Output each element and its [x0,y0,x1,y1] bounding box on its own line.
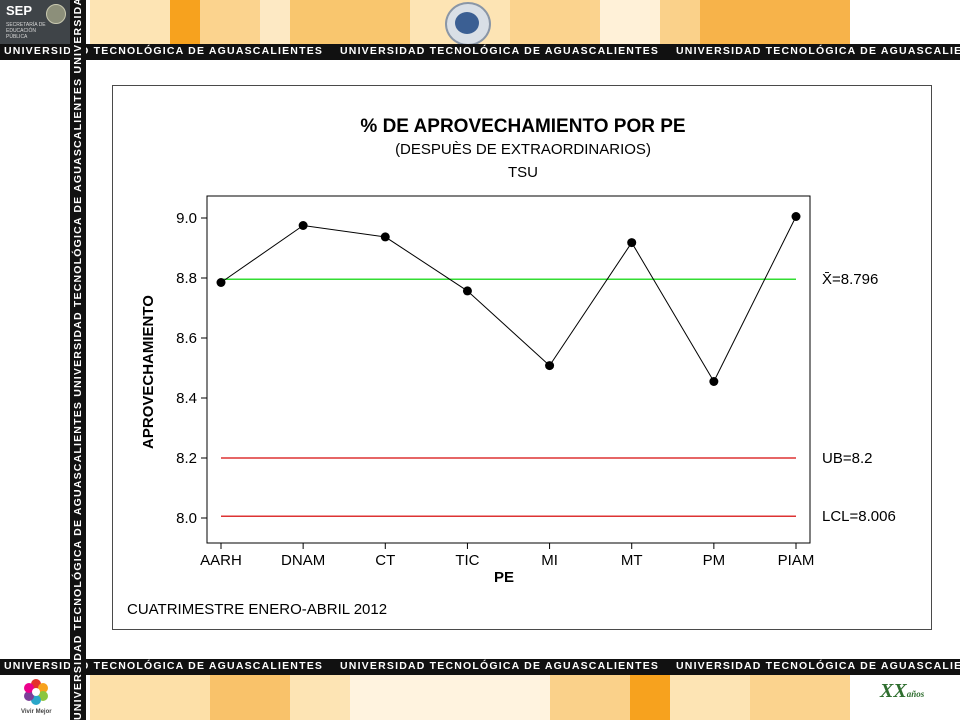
x-tick-label: TIC [455,552,479,569]
data-point [380,232,390,242]
x-axis: AARH DNAM CT TIC MI MT PM PIAM [200,543,814,569]
anniversary-suffix: años [906,689,925,699]
chart-panel: % DE APROVECHAMIENTO POR PE (DESPUÈS DE … [112,85,932,630]
chart-subtitle-tsu: TSU [508,164,538,181]
anniversary-label: XX [880,680,907,702]
series-aprovechamiento [216,212,801,386]
x-tick-label: PIAM [778,552,815,569]
series-line [220,216,797,383]
data-point [545,361,555,371]
x-tick-label: MI [541,552,558,569]
band-tile [210,675,290,720]
y-tick-label: 9.0 [176,210,197,227]
vivir-mejor-logo: Vivir Mejor [0,676,70,720]
vivir-mejor-label: Vivir Mejor [21,709,52,715]
strip-text: UNIVERSIDAD TECNOLÓGICA DE AGUASCALIENTE… [340,660,660,672]
strip-text: UNIVERSIDAD TECNOLÓGICA DE AGUASCALIENTE… [340,45,660,57]
ut-anniversary-icon: XXaños [880,680,924,703]
plot-area [206,195,811,544]
chart-subtitle: (DESPUÈS DE EXTRAORDINARIOS) [395,141,651,158]
band-tile [290,675,350,720]
data-point [791,212,801,221]
x-tick-label: AARH [200,552,242,569]
data-point [216,278,226,287]
strip-text: UNIVERSIDAD TECNOLÓGICA DE AGUASCALIENTE… [4,660,324,672]
band-tile [290,0,410,44]
x-tick-label: PM [703,552,726,569]
strip-text: UNIVERSIDAD TECNOLÓGICA DE AGUASCALIENTE… [4,45,324,57]
band-tile [630,675,670,720]
band-tile [750,675,850,720]
side-university-strip: UNIVERSIDAD TECNOLÓGICA DE AGUASCALIENTE… [70,0,86,720]
sep-logo: SEP SECRETARÍA DE EDUCACIÓN PÚBLICA [0,0,70,44]
footer-color-band [90,675,850,720]
x-tick-label: CT [375,552,395,569]
band-tile [90,0,170,44]
band-tile [350,675,550,720]
reference-line-label: X̄=8.796 [822,271,878,288]
y-tick-label: 8.8 [176,270,197,287]
band-tile [170,0,200,44]
strip-text: UNIVERSIDAD TECNOLÓGICA DE AGUASCALIENTE… [676,45,960,57]
band-tile [670,675,750,720]
x-tick-label: DNAM [281,552,325,569]
side-strip-text: UNIVERSIDAD TECNOLÓGICA DE AGUASCALIENTE… [72,0,84,720]
footer-university-strip: UNIVERSIDAD TECNOLÓGICA DE AGUASCALIENTE… [0,659,960,675]
reference-lines: X̄=8.796 UB=8.2 LCL=8.006 [221,271,896,525]
ut-emblem-icon [445,2,491,46]
x-axis-label: PE [494,569,514,586]
band-tile [90,675,210,720]
chart-footnote: CUATRIMESTRE ENERO-ABRIL 2012 [127,601,387,618]
band-tile [550,675,630,720]
reference-line-label: LCL=8.006 [822,508,896,525]
strip-text: UNIVERSIDAD TECNOLÓGICA DE AGUASCALIENTE… [676,660,960,672]
y-axis: 8.0 8.2 8.4 8.6 8.8 9.0 [176,210,207,527]
chart-svg: % DE APROVECHAMIENTO POR PE (DESPUÈS DE … [127,116,896,618]
band-tile [200,0,260,44]
sep-logo-label: SEP [6,3,33,18]
reference-line-label: UB=8.2 [822,450,872,467]
y-tick-label: 8.0 [176,510,197,527]
ut-anniversary-logo: XXaños [852,676,960,720]
y-tick-label: 8.4 [176,390,197,407]
band-tile [600,0,660,44]
y-axis-label: APROVECHAMIENTO [140,295,157,449]
chart-title: % DE APROVECHAMIENTO POR PE [360,116,685,137]
band-tile [660,0,700,44]
data-point [298,221,308,230]
data-point [627,238,637,248]
band-tile [260,0,290,44]
y-tick-label: 8.6 [176,330,197,347]
data-point [462,286,472,296]
x-tick-label: MT [621,552,643,569]
sep-logo-sublabel: SECRETARÍA DE EDUCACIÓN PÚBLICA [6,22,46,40]
vivir-mejor-flower-icon [24,679,48,705]
header-color-band [90,0,850,44]
band-tile [510,0,600,44]
band-tile [700,0,850,44]
data-point [709,377,719,386]
y-tick-label: 8.2 [176,450,197,467]
sep-emblem-icon [46,4,66,24]
header-university-strip: UNIVERSIDAD TECNOLÓGICA DE AGUASCALIENTE… [0,44,960,60]
